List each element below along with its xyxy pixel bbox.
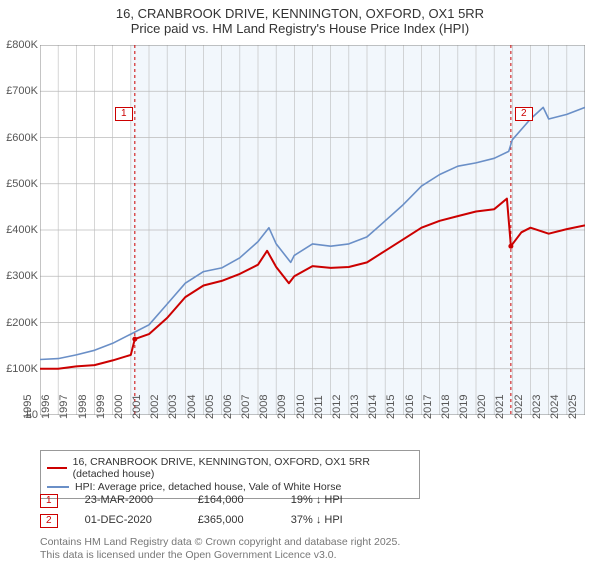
x-axis-label: 2018 [440,395,452,419]
y-axis-label: £600K [0,132,38,144]
footnote-price-1: £164,000 [198,494,288,506]
y-axis-label: £500K [0,178,38,190]
x-axis-label: 2006 [222,395,234,419]
x-axis-label: 2010 [295,395,307,419]
x-axis-label: 2005 [204,395,216,419]
x-axis-label: 2016 [404,395,416,419]
chart: £0£100K£200K£300K£400K£500K£600K£700K£80… [40,45,585,415]
y-axis-label: £300K [0,270,38,282]
legend-label-price-paid: 16, CRANBROOK DRIVE, KENNINGTON, OXFORD,… [73,456,413,480]
footnote-delta-1: 19% ↓ HPI [291,494,343,506]
footnote-row-1: 1 23-MAR-2000 £164,000 19% ↓ HPI [40,494,343,508]
footnote-marker-2: 2 [40,514,58,528]
x-axis-label: 2003 [167,395,179,419]
footnote-marker-1: 1 [40,494,58,508]
y-axis-label: £400K [0,224,38,236]
x-axis-label: 2002 [149,395,161,419]
legend: 16, CRANBROOK DRIVE, KENNINGTON, OXFORD,… [40,450,420,499]
title-block: 16, CRANBROOK DRIVE, KENNINGTON, OXFORD,… [0,0,600,36]
y-axis-label: £800K [0,39,38,51]
y-axis-label: £700K [0,85,38,97]
legend-swatch-hpi [47,486,69,488]
footnote-date-2: 01-DEC-2020 [85,514,195,526]
title-line-2: Price paid vs. HM Land Registry's House … [0,21,600,36]
footnote-delta-2: 37% ↓ HPI [291,514,343,526]
copyright: Contains HM Land Registry data © Crown c… [40,536,400,562]
x-axis-label: 2017 [422,395,434,419]
x-axis-label: 2007 [240,395,252,419]
x-axis-label: 2009 [276,395,288,419]
y-axis-label: £100K [0,363,38,375]
x-axis-label: 1999 [95,395,107,419]
x-axis-label: 2022 [513,395,525,419]
x-axis-label: 2000 [113,395,125,419]
x-axis-label: 2004 [186,395,198,419]
x-axis-label: 2013 [349,395,361,419]
x-axis-label: 2025 [567,395,579,419]
copyright-line-2: This data is licensed under the Open Gov… [40,549,400,562]
y-axis-label: £200K [0,317,38,329]
x-axis-label: 2014 [367,395,379,419]
x-axis-label: 2012 [331,395,343,419]
title-line-1: 16, CRANBROOK DRIVE, KENNINGTON, OXFORD,… [0,6,600,21]
legend-row-1: 16, CRANBROOK DRIVE, KENNINGTON, OXFORD,… [47,456,413,480]
x-axis-label: 2020 [476,395,488,419]
legend-label-hpi: HPI: Average price, detached house, Vale… [75,481,341,493]
legend-swatch-price-paid [47,467,67,469]
x-axis-label: 2023 [531,395,543,419]
x-axis-label: 2015 [385,395,397,419]
x-axis-label: 2001 [131,395,143,419]
chart-marker-2: 2 [515,107,533,121]
page: 16, CRANBROOK DRIVE, KENNINGTON, OXFORD,… [0,0,600,560]
copyright-line-1: Contains HM Land Registry data © Crown c… [40,536,400,549]
footnote-date-1: 23-MAR-2000 [85,494,195,506]
footnote-price-2: £365,000 [198,514,288,526]
x-axis-label: 2011 [313,395,325,419]
x-axis-label: 2021 [494,395,506,419]
x-axis-label: 1998 [77,395,89,419]
x-axis-label: 2008 [258,395,270,419]
footnote-row-2: 2 01-DEC-2020 £365,000 37% ↓ HPI [40,514,343,528]
x-axis-label: 1995 [22,395,34,419]
x-axis-label: 1997 [58,395,70,419]
chart-marker-1: 1 [115,107,133,121]
x-axis-label: 2019 [458,395,470,419]
x-axis-label: 2024 [549,395,561,419]
chart-svg [40,45,585,415]
legend-row-2: HPI: Average price, detached house, Vale… [47,481,413,493]
x-axis-label: 1996 [40,395,52,419]
